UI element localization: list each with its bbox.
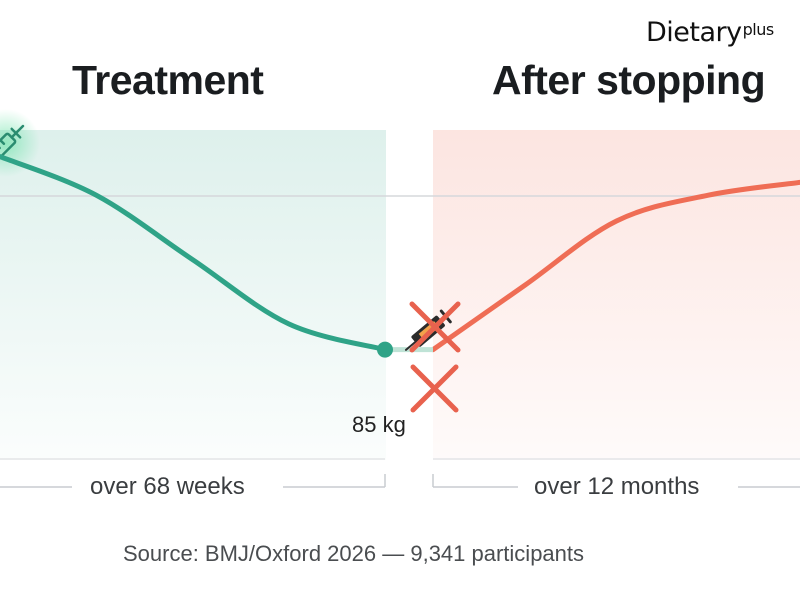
end-weight-label: 85 kg — [352, 412, 406, 437]
treatment-panel-background — [0, 130, 386, 460]
treatment-heading: Treatment — [72, 57, 264, 103]
source-note: Source: BMJ/Oxford 2026 — 9,341 particip… — [123, 541, 585, 566]
syringe-icon — [0, 124, 25, 159]
brand-name: Dietary — [646, 17, 742, 48]
series-line-1 — [0, 154, 388, 353]
brand-suffix: plus — [742, 20, 775, 39]
duration-bracket-right — [432, 474, 800, 488]
after-stopping-heading: After stopping — [492, 57, 766, 103]
after-duration-label: over 12 months — [534, 473, 700, 500]
end-weight-point — [377, 341, 393, 358]
brand-logo: Dietaryplus — [646, 17, 774, 48]
cross-icon — [410, 364, 459, 413]
duration-bracket-left — [0, 474, 386, 488]
after-panel-background — [433, 130, 800, 460]
treatment-duration-label: over 68 weeks — [90, 473, 245, 500]
series-line-2 — [430, 179, 800, 353]
crossed-syringe-icon — [404, 301, 461, 353]
chart-marks — [0, 154, 800, 358]
